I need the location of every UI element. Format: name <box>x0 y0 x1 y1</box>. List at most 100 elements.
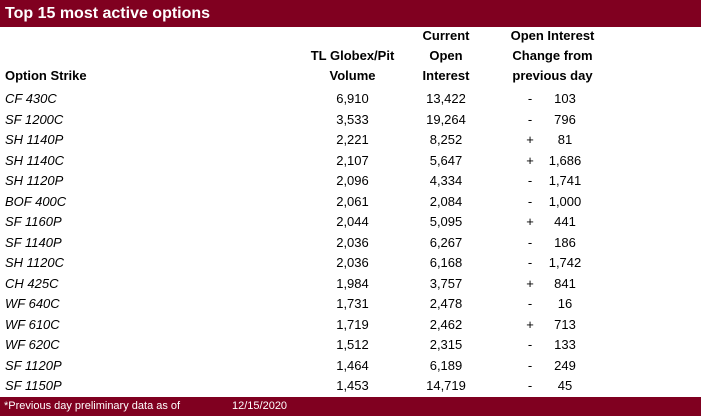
volume-cell: 1,731 <box>336 296 369 311</box>
option-strike: SH 1120P <box>5 173 64 188</box>
option-strike: CH 425C <box>5 275 59 291</box>
change-cell: 133 <box>554 337 576 352</box>
volume-cell: 3,533 <box>336 111 369 127</box>
option-strike: WF 620C <box>5 337 60 352</box>
open-interest-cell: 4,334 <box>429 173 463 188</box>
change-sign: - <box>527 173 533 188</box>
option-strike: WF 640C <box>5 296 60 311</box>
change-sign: - <box>527 255 533 270</box>
header-chg-line: previous day <box>512 68 593 83</box>
table-row: CH 425C 1,984 3,757 +841 <box>0 274 701 295</box>
header-volume-line: Volume <box>329 68 376 83</box>
option-strike: WF 610C <box>5 316 60 332</box>
change-sign: + <box>526 214 534 229</box>
change-cell: 249 <box>554 357 576 373</box>
table-row: SF 1140P 2,036 6,267 - 186 <box>0 233 701 254</box>
volume-cell: 2,107 <box>336 152 369 168</box>
volume-cell: 1,719 <box>336 316 369 332</box>
change-cell: 45 <box>557 378 573 393</box>
table-row: SF 1150P 1,453 14,719 - 45 <box>0 376 701 397</box>
change-sign: + <box>526 152 534 168</box>
table-title: Top 15 most active options <box>0 0 701 27</box>
table-row: WF 620C 1,512 2,315 - 133 <box>0 335 701 356</box>
open-interest-cell: 2,084 <box>429 193 463 209</box>
open-interest-cell: 2,462 <box>429 316 463 332</box>
volume-cell: 2,044 <box>336 214 369 229</box>
change-cell: 713 <box>554 316 576 332</box>
table-row: SF 1160P 2,044 5,095 +441 <box>0 212 701 233</box>
footer: *Previous day preliminary data as of 12/… <box>0 397 701 416</box>
option-strike: SF 1160P <box>5 214 62 229</box>
open-interest-cell: 6,168 <box>429 255 463 270</box>
options-table-body: CF 430C 6,910 13,422 - 103 SF 1200C 3,533 19,26… <box>0 89 701 397</box>
option-strike: SF 1150P <box>5 378 62 393</box>
open-interest-cell: 13,422 <box>426 91 466 106</box>
volume-cell: 2,221 <box>336 132 369 147</box>
option-strike: SH 1140C <box>5 152 65 168</box>
table-row: SH 1120P 2,096 4,334 -1,741 <box>0 171 701 192</box>
open-interest-cell: 5,095 <box>429 214 463 229</box>
option-strike: BOF 400C <box>5 193 67 209</box>
volume-cell: 1,464 <box>336 357 369 373</box>
header-volume: TL Globex/Pit Volume <box>300 46 405 86</box>
table-row: SH 1120C 2,036 6,168 -1,742 <box>0 253 701 274</box>
open-interest-cell: 2,478 <box>429 296 463 311</box>
header-oi-line: Current <box>422 28 470 43</box>
change-sign: - <box>527 91 533 106</box>
open-interest-cell: 19,264 <box>426 111 466 127</box>
change-sign: + <box>526 132 534 147</box>
change-sign: - <box>527 234 533 250</box>
footer-note: *Previous day preliminary data as of <box>4 400 181 412</box>
header-oi-line: Interest <box>422 68 470 83</box>
header-chg-line: Change from <box>512 48 593 63</box>
change-sign: - <box>527 193 533 209</box>
volume-cell: 1,984 <box>336 275 369 291</box>
volume-cell: 2,036 <box>336 255 369 270</box>
open-interest-cell: 14,719 <box>426 378 466 393</box>
volume-cell: 1,512 <box>336 337 369 352</box>
option-strike: SH 1120C <box>5 255 65 270</box>
header-oi-change: Open Interest Change from previous day <box>490 26 615 86</box>
table-row: SF 1120P 1,464 6,189 - 249 <box>0 356 701 377</box>
change-sign: - <box>527 111 533 127</box>
open-interest-cell: 6,267 <box>429 234 463 250</box>
header-volume-line: TL Globex/Pit <box>310 48 395 63</box>
volume-cell: 2,061 <box>336 193 369 209</box>
volume-cell: 2,036 <box>336 234 369 250</box>
change-sign: - <box>527 378 533 393</box>
change-sign: + <box>526 275 534 291</box>
open-interest-cell: 3,757 <box>429 275 463 291</box>
change-cell: 1,742 <box>548 255 582 270</box>
open-interest-cell: 6,189 <box>429 357 463 373</box>
change-sign: - <box>527 296 533 311</box>
table-row: WF 640C 1,731 2,478 - 16 <box>0 294 701 315</box>
change-sign: - <box>527 337 533 352</box>
header-chg-line: Open Interest <box>510 28 595 43</box>
option-strike: SH 1140P <box>5 132 64 147</box>
change-cell: 1,741 <box>548 173 582 188</box>
table-row: SH 1140P 2,221 8,252 +81 <box>0 130 701 151</box>
change-cell: 186 <box>554 234 576 250</box>
header-option-strike: Option Strike <box>5 68 87 83</box>
table-row: WF 610C 1,719 2,462 +713 <box>0 315 701 336</box>
change-cell: 81 <box>557 132 573 147</box>
option-strike: CF 430C <box>5 91 57 106</box>
option-strike: SF 1200C <box>5 111 64 127</box>
change-cell: 796 <box>554 111 576 127</box>
volume-cell: 2,096 <box>336 173 369 188</box>
change-cell: 1,686 <box>548 152 582 168</box>
table-row: BOF 400C 2,061 2,084 -1,000 <box>0 192 701 213</box>
table-row: SF 1200C 3,533 19,264 - 796 <box>0 110 701 131</box>
change-sign: - <box>527 357 533 373</box>
open-interest-cell: 8,252 <box>429 132 463 147</box>
change-cell: 441 <box>554 214 576 229</box>
change-cell: 1,000 <box>548 193 582 209</box>
change-cell: 103 <box>554 91 576 106</box>
option-strike: SF 1140P <box>5 234 62 250</box>
table-row: SH 1140C 2,107 5,647 +1,686 <box>0 151 701 172</box>
open-interest-cell: 2,315 <box>429 337 463 352</box>
header-oi-line: Open <box>429 48 463 63</box>
change-sign: + <box>526 316 534 332</box>
volume-cell: 1,453 <box>336 378 369 393</box>
table-row: CF 430C 6,910 13,422 - 103 <box>0 89 701 110</box>
